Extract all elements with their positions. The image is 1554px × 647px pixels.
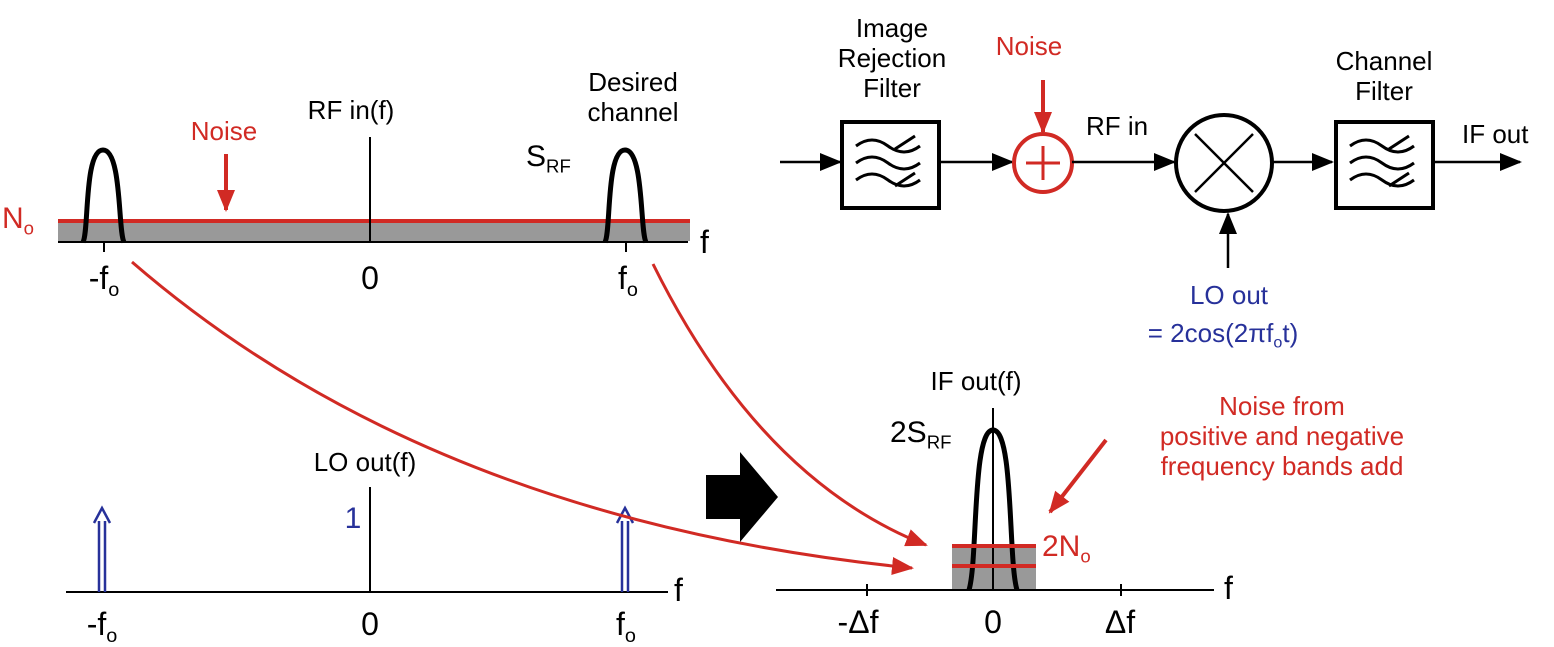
rf-desired-channel-bump (602, 147, 649, 244)
rf-signal-level-label: SRF (526, 140, 571, 177)
channel-filter-label: Channel Filter (1335, 46, 1433, 106)
if-tick-pos-label: Δf (1104, 604, 1136, 640)
pos-band-mapping-arrow (651, 263, 928, 547)
if-signal-bump (966, 427, 1020, 591)
if-noise-level-label: 2No (1042, 530, 1091, 567)
lo-impulse-magnitude: 1 (344, 502, 362, 535)
rf-tick-zero-label: 0 (361, 260, 379, 296)
image-rejection-filter-label: Image Rejection Filter (837, 13, 947, 103)
noise-addition-annotation: Noise from positive and negative frequen… (1159, 391, 1405, 481)
lo-axis-label: f (674, 572, 683, 608)
if-out-label: IF out (1462, 119, 1529, 149)
lo-spectrum-title: LO out(f) (313, 447, 417, 477)
rf-tick-pos-label: fo (618, 260, 638, 301)
receiver-block-diagram (780, 80, 1522, 268)
rf-tick-neg-label: -fo (88, 260, 120, 301)
rf-spectrum-plot (58, 137, 690, 252)
lo-tick-pos-label: fo (616, 606, 636, 647)
rf-in-label: RF in (1085, 111, 1149, 141)
image-rejection-filter-icon (840, 120, 941, 210)
lo-impulse-neg (92, 505, 112, 592)
if-axis-label: f (1224, 570, 1233, 606)
neg-band-mapping-arrow (131, 260, 914, 575)
rf-spectrum-title: RF in(f) (307, 95, 395, 125)
adder-icon (1012, 132, 1074, 194)
desired-channel-label: Desired channel (587, 67, 679, 127)
channel-filter-icon (1334, 120, 1435, 210)
lo-tick-zero-label: 0 (361, 606, 379, 642)
if-signal-level-label: 2SRF (890, 416, 952, 453)
lo-impulse-pos (615, 505, 635, 592)
rf-noise-floor-fill (58, 221, 690, 241)
mixer-icon (1174, 113, 1274, 213)
lo-spectrum-plot (66, 487, 668, 593)
if-noise-annotation-arrow (1048, 438, 1108, 514)
if-spectrum-title: IF out(f) (930, 366, 1022, 396)
lo-equation: = 2cos(2πfot) (1147, 318, 1299, 352)
rf-neg-channel-bump (80, 147, 127, 244)
if-tick-zero-label: 0 (984, 604, 1002, 640)
rf-axis-label: f (700, 224, 709, 260)
lo-tick-neg-label: -fo (86, 606, 118, 647)
if-spectrum-plot (776, 408, 1214, 596)
noise-source-label: Noise (995, 31, 1063, 61)
lo-out-label: LO out (1189, 280, 1269, 310)
rf-noise-level-label: No (2, 202, 35, 239)
if-tick-neg-label: -Δf (837, 604, 879, 640)
result-arrow-icon (706, 452, 778, 542)
rf-noise-label: Noise (190, 116, 258, 146)
